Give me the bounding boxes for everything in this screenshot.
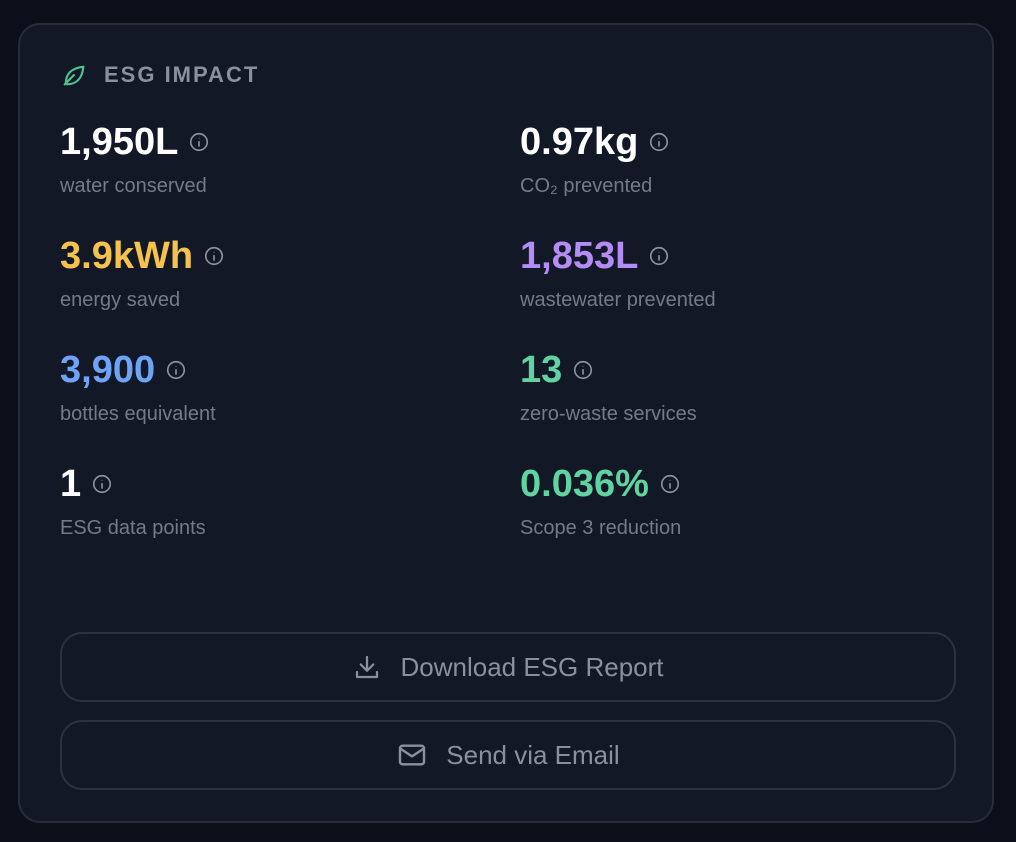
metric-value: 3.9kWh	[60, 234, 194, 277]
button-label: Send via Email	[446, 739, 620, 770]
metric-label: ESG data points	[60, 517, 206, 539]
download-icon	[356, 655, 379, 679]
card-header: ESG IMPACT	[60, 61, 259, 89]
metric: 1,853L wastewater prevented	[520, 233, 960, 312]
card-title: ESG IMPACT	[104, 62, 260, 87]
button-label: Download ESG Report	[400, 651, 664, 682]
metric-value: 1	[60, 462, 82, 505]
metric-value: 13	[520, 348, 563, 391]
metric-row: 0.036%	[520, 461, 960, 507]
metric: 1,950L water conserved	[60, 119, 520, 198]
metric: 3,900 bottles equivalent	[60, 347, 520, 426]
info-icon[interactable]	[648, 245, 670, 267]
metric-value: 1,950L	[60, 120, 179, 163]
info-icon[interactable]	[91, 473, 113, 495]
metric-value: 0.97kg	[520, 120, 639, 163]
metric: 13 zero-waste services	[520, 347, 960, 426]
metric-row: 1,950L	[60, 119, 520, 165]
info-icon[interactable]	[203, 245, 225, 267]
metric-label: energy saved	[60, 289, 181, 311]
esg-card: ESG IMPACT 1,950L water conserved 0.97kg CO…	[18, 23, 994, 823]
info-icon[interactable]	[648, 131, 670, 153]
info-icon[interactable]	[659, 473, 681, 495]
metric-label: Scope 3 reduction	[520, 517, 682, 539]
metric-row: 1	[60, 461, 520, 507]
metric-label: wastewater prevented	[520, 289, 716, 311]
metric-row: 13	[520, 347, 960, 393]
email-button[interactable]: Send via Email	[60, 720, 956, 790]
metric-label: bottles equivalent	[60, 403, 216, 425]
info-icon[interactable]	[165, 359, 187, 381]
info-icon[interactable]	[188, 131, 210, 153]
metric-label: water conserved	[60, 175, 207, 197]
info-icon[interactable]	[572, 359, 594, 381]
metric-row: 3.9kWh	[60, 233, 520, 279]
metric-value: 3,900	[60, 348, 156, 391]
metric: 0.97kg CO₂ prevented	[520, 119, 960, 198]
metric-row: 1,853L	[520, 233, 960, 279]
leaf-icon	[63, 65, 85, 86]
metric-row: 0.97kg	[520, 119, 960, 165]
download-button[interactable]: Download ESG Report	[60, 632, 956, 702]
metric-label: zero-waste services	[520, 403, 697, 425]
metrics-grid: 1,950L water conserved 0.97kg CO₂ prevented…	[60, 119, 960, 540]
metric-value: 0.036%	[520, 462, 649, 505]
metric-value: 1,853L	[520, 234, 639, 277]
mail-icon	[399, 744, 426, 766]
metric: 0.036% Scope 3 reduction	[520, 461, 960, 540]
metric: 1 ESG data points	[60, 461, 520, 540]
metric-label: CO₂ prevented	[520, 175, 653, 197]
metric-row: 3,900	[60, 347, 520, 393]
metric: 3.9kWh energy saved	[60, 233, 520, 312]
